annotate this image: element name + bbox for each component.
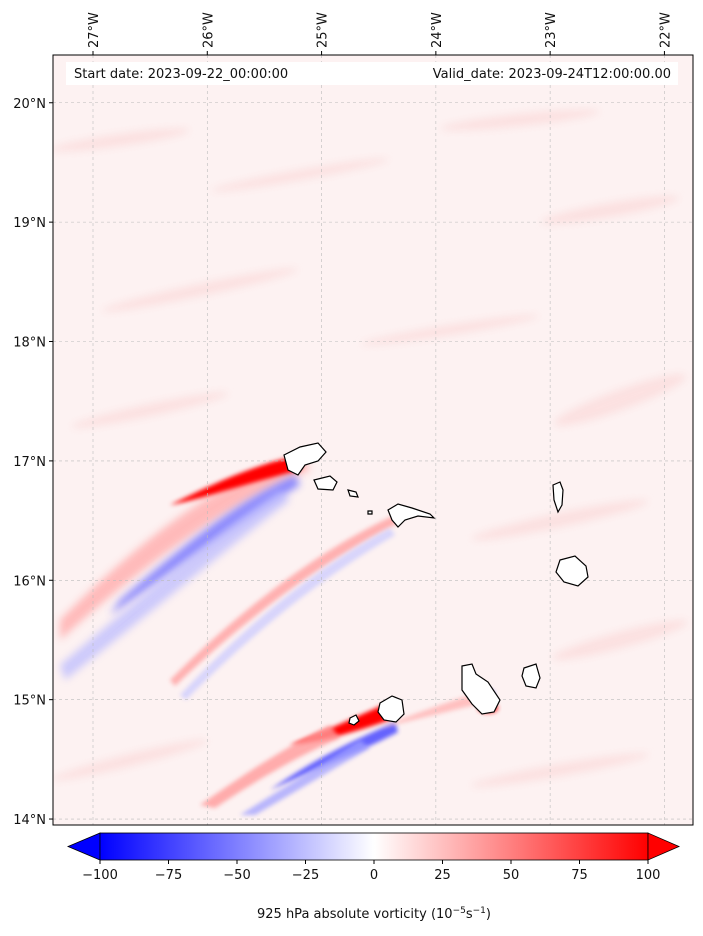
lat-tick-label: 16°N [13,574,46,589]
colorbar-ticks: −100 −75 −50 −25 0 25 50 75 100 [82,860,660,883]
latitude-tick-labels: 14°N 15°N 16°N 17°N 18°N 19°N 20°N [13,97,53,828]
wake-santo-antao-red [170,455,305,505]
valid-date-label: Valid_date: 2023-09-24T12:00:00.00 [433,67,671,82]
lon-tick-label: 24°W [430,12,445,48]
wake-fogo-blue [270,722,398,790]
colorbar-label-exp2: −1 [473,906,486,916]
colorbar-tick-label: 100 [636,868,661,883]
wake-santo-antao-negative-light [60,490,290,680]
lat-tick-label: 17°N [13,455,46,470]
colorbar-label-exp1: −5 [453,906,466,916]
colorbar-tick-label: 75 [571,868,588,883]
colorbar-tick-label: 0 [370,868,378,883]
vorticity-field [53,55,693,825]
lon-tick-label: 23°W [544,12,559,48]
colorbar-label-end: ) [486,907,491,922]
map-background [53,55,693,825]
wake-fogo-blue-light [240,740,370,815]
lat-tick-label: 20°N [13,97,46,112]
wake-sao-nicolau-blue [180,528,395,700]
island-sal [552,481,564,514]
colorbar-low-extend [66,832,101,861]
colorbar-tick-label: −75 [155,868,182,883]
lon-tick-label: 27°W [87,12,102,48]
colorbar-label: 925 hPa absolute vorticity (10−5s−1) [257,906,491,922]
lat-tick-label: 14°N [13,813,46,828]
island-brava [348,714,360,726]
lat-tick-label: 18°N [13,336,46,351]
island-boa-vista [555,555,589,587]
colorbar-label-main: 925 hPa absolute vorticity (10 [257,907,453,922]
colorbar-tick-label: 50 [503,868,520,883]
island-santiago [461,663,501,715]
colorbar-gradient [99,832,649,861]
colorbar-high-extend [647,832,681,861]
lat-tick-label: 15°N [13,694,46,709]
island-fogo [377,695,405,723]
wake-santiago [380,695,475,728]
map-frame [52,54,694,826]
colorbar-label-mid: s [466,907,473,922]
background-noise [53,109,688,787]
start-date-label: Start date: 2023-09-22_00:00:00 [74,67,288,82]
island-sao-vicente [313,475,338,491]
colorbar: −100 −75 −50 −25 0 25 50 75 100 925 hPa absolute… [66,832,681,922]
lat-gridlines [53,102,693,820]
colorbar-tick-label: −50 [223,868,250,883]
colorbar-tick-label: −25 [292,868,319,883]
coastlines [283,442,589,726]
island-maio [521,663,541,689]
longitude-tick-labels: 27°W 26°W 25°W 24°W 23°W 22°W [87,12,673,55]
lat-tick-label: 19°N [13,216,46,231]
island-raso [367,510,373,515]
wake-sao-nicolau [170,515,400,686]
colorbar-tick-label: 25 [434,868,451,883]
header-box [66,62,678,85]
wake-fogo-pink [200,725,340,808]
colorbar-tick-label: −100 [82,868,118,883]
island-santo-antao [283,442,327,476]
wake-fogo-red [290,700,395,745]
island-santa-luzia [347,489,359,498]
lon-tick-label: 22°W [658,12,673,48]
lon-tick-label: 26°W [201,12,216,48]
lon-gridlines [92,55,665,825]
island-sao-nicolau [387,503,436,528]
lon-tick-label: 25°W [316,12,331,48]
